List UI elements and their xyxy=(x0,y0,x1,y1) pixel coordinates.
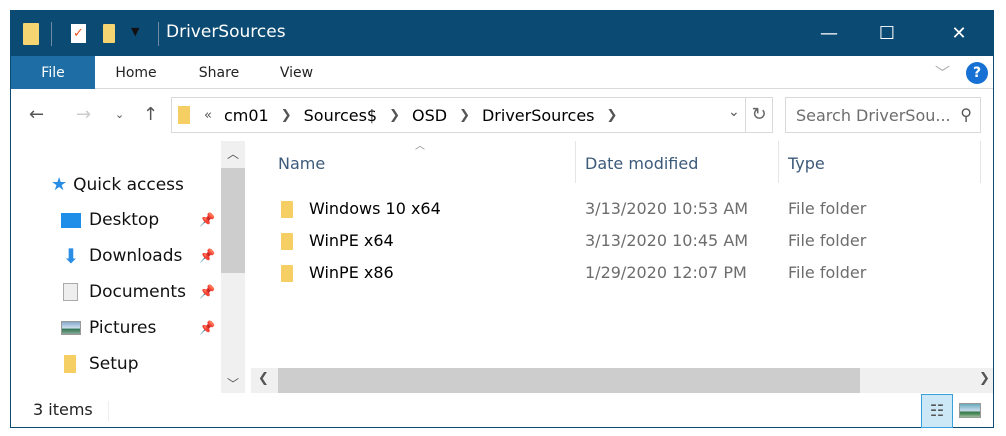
nav-item-setup[interactable]: Setup xyxy=(61,354,138,374)
item-count: 3 items xyxy=(33,400,93,419)
column-header-date-modified[interactable]: Date modified xyxy=(585,154,699,173)
customize-toolbar-icon[interactable]: ▼ xyxy=(131,25,140,38)
file-row[interactable]: WinPE x86 1/29/2020 12:07 PM File folder xyxy=(279,258,979,288)
chevron-right-icon[interactable]: ❯ xyxy=(280,107,292,123)
scroll-left-icon[interactable]: ❮ xyxy=(258,371,269,386)
file-row[interactable]: WinPE x64 3/13/2020 10:45 AM File folder xyxy=(279,226,979,256)
pin-icon[interactable]: 📌 xyxy=(199,213,216,228)
folder-icon xyxy=(178,106,190,124)
scroll-right-icon[interactable]: ❯ xyxy=(979,371,990,386)
search-input[interactable]: Search DriverSou... ⚲ xyxy=(785,97,981,133)
minimize-button[interactable]: — xyxy=(820,23,838,44)
navigation-pane: ★ Quick access Desktop 📌 ⬇ Downloads 📌 Doc… xyxy=(11,141,221,393)
folder-icon xyxy=(281,233,293,250)
folder-icon xyxy=(281,265,293,282)
pin-icon[interactable]: 📌 xyxy=(199,285,216,300)
desktop-icon xyxy=(61,212,81,228)
download-icon: ⬇ xyxy=(62,244,80,268)
nav-label: Documents xyxy=(89,282,186,302)
expand-ribbon-icon[interactable]: ﹀ xyxy=(935,64,951,82)
recent-locations-icon[interactable]: ⌄ xyxy=(115,108,125,121)
up-button[interactable]: ↑ xyxy=(143,104,159,125)
file-date: 1/29/2020 12:07 PM xyxy=(585,263,747,282)
nav-label: Desktop xyxy=(89,210,160,230)
nav-label: Pictures xyxy=(89,318,157,338)
new-folder-icon[interactable] xyxy=(103,24,115,43)
column-header-name[interactable]: Name xyxy=(278,154,326,173)
tab-home[interactable]: Home xyxy=(115,64,157,81)
details-view-button[interactable]: ☷ xyxy=(921,394,953,428)
divider xyxy=(158,22,159,46)
breadcrumb-osd[interactable]: OSD xyxy=(412,105,448,125)
properties-icon[interactable]: ✓ xyxy=(71,24,86,43)
pictures-icon xyxy=(61,321,81,335)
nav-label: Setup xyxy=(89,354,139,374)
column-divider[interactable] xyxy=(980,141,981,183)
file-name: WinPE x86 xyxy=(309,263,394,282)
folder-icon xyxy=(281,201,293,218)
search-icon: ⚲ xyxy=(960,105,972,124)
maximize-button[interactable]: ☐ xyxy=(878,23,896,44)
breadcrumb-overflow[interactable]: « xyxy=(204,107,212,123)
sort-ascending-icon: ︿ xyxy=(415,141,425,152)
file-type: File folder xyxy=(788,263,867,282)
nav-quick-access[interactable]: ★ Quick access xyxy=(51,174,184,195)
pin-icon[interactable]: 📌 xyxy=(199,249,216,264)
chevron-right-icon[interactable]: ❯ xyxy=(389,107,400,123)
folder-icon xyxy=(64,355,76,373)
documents-icon xyxy=(63,283,78,301)
nav-item-documents[interactable]: Documents xyxy=(61,282,186,302)
file-row[interactable]: Windows 10 x64 3/13/2020 10:53 AM File fol… xyxy=(279,194,979,224)
ribbon-tabs: File Home Share View ﹀ ? xyxy=(11,56,993,89)
window-title: DriverSources xyxy=(166,22,286,42)
tab-share[interactable]: Share xyxy=(198,64,240,81)
file-date: 3/13/2020 10:53 AM xyxy=(585,199,749,218)
chevron-right-icon[interactable]: ❯ xyxy=(459,107,470,123)
address-dropdown-icon[interactable]: ⌄ xyxy=(728,104,740,120)
title-bar[interactable]: ✓ ▼ DriverSources — ☐ ✕ xyxy=(11,11,993,56)
tab-view[interactable]: View xyxy=(279,64,314,81)
file-name: Windows 10 x64 xyxy=(309,199,441,218)
nav-label: Quick access xyxy=(73,174,184,195)
scroll-thumb[interactable] xyxy=(278,368,860,393)
breadcrumb-driversources[interactable]: DriverSources xyxy=(481,105,595,125)
file-type: File folder xyxy=(788,231,867,250)
file-date: 3/13/2020 10:45 AM xyxy=(585,231,749,250)
close-button[interactable]: ✕ xyxy=(951,23,967,44)
refresh-button[interactable]: ↻ xyxy=(746,97,773,133)
folder-icon xyxy=(23,23,39,45)
nav-item-downloads[interactable]: ⬇ Downloads xyxy=(61,244,183,268)
scroll-down-icon[interactable]: ﹀ xyxy=(227,377,240,391)
breadcrumb-sources[interactable]: Sources$ xyxy=(303,105,378,125)
tab-file[interactable]: File xyxy=(11,56,95,89)
column-header-type[interactable]: Type xyxy=(788,154,825,173)
help-icon[interactable]: ? xyxy=(966,62,988,84)
breadcrumb-cm01[interactable]: cm01 xyxy=(223,105,269,125)
pin-icon[interactable]: 📌 xyxy=(199,321,216,336)
divider xyxy=(51,22,52,46)
nav-item-desktop[interactable]: Desktop xyxy=(61,210,159,230)
explorer-window: ✓ ▼ DriverSources — ☐ ✕ File Home Share … xyxy=(10,10,994,428)
large-icons-view-button[interactable] xyxy=(959,403,981,418)
column-divider[interactable] xyxy=(575,141,576,183)
nav-label: Downloads xyxy=(89,246,183,266)
column-divider[interactable] xyxy=(778,141,779,183)
divider xyxy=(108,401,109,421)
search-placeholder: Search DriverSou... xyxy=(796,106,951,125)
address-bar[interactable]: « cm01 ❯ Sources$ ❯ OSD ❯ DriverSources ❯ ⌄ xyxy=(171,97,746,133)
file-type: File folder xyxy=(788,199,867,218)
scroll-up-icon[interactable]: ︿ xyxy=(227,147,240,161)
scroll-thumb[interactable] xyxy=(221,168,245,273)
star-icon: ★ xyxy=(51,174,68,195)
chevron-right-icon[interactable]: ❯ xyxy=(606,107,618,123)
back-button[interactable]: ← xyxy=(29,104,45,125)
file-name: WinPE x64 xyxy=(309,231,394,250)
nav-item-pictures[interactable]: Pictures xyxy=(61,318,156,338)
forward-button[interactable]: → xyxy=(76,104,92,125)
